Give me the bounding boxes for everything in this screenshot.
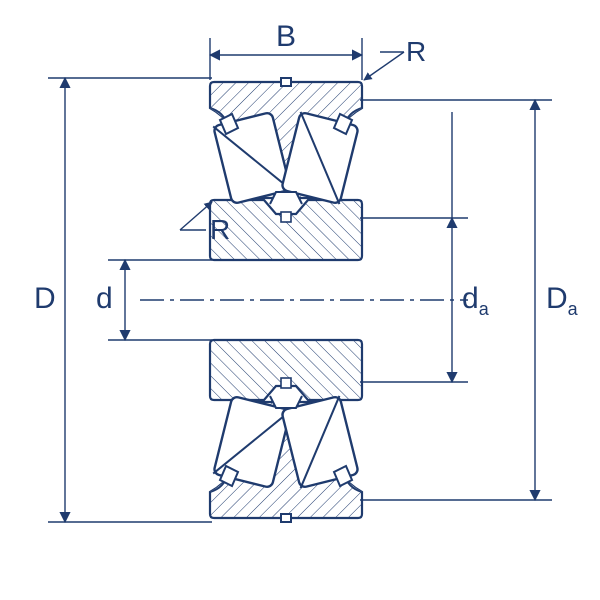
- label-B: B: [276, 20, 296, 54]
- label-d: d: [96, 282, 113, 316]
- inner-ring-bottom: [210, 340, 362, 400]
- label-R-inner: R: [210, 214, 230, 246]
- label-Da-sub: a: [568, 299, 578, 319]
- label-D: D: [34, 282, 56, 316]
- label-Da-main: D: [546, 282, 568, 315]
- label-da: da: [462, 282, 489, 320]
- inner-ring-top: [210, 200, 362, 260]
- diagram-canvas: B R R D d da Da: [0, 0, 600, 600]
- bearing-cross-section-svg: [0, 0, 600, 600]
- leader-R-inner: [180, 202, 212, 230]
- dim-da: [360, 112, 468, 382]
- label-R-top: R: [406, 36, 426, 68]
- label-Da: Da: [546, 282, 578, 320]
- label-da-sub: a: [479, 299, 489, 319]
- leader-R-top: [364, 52, 404, 80]
- label-da-main: d: [462, 282, 479, 315]
